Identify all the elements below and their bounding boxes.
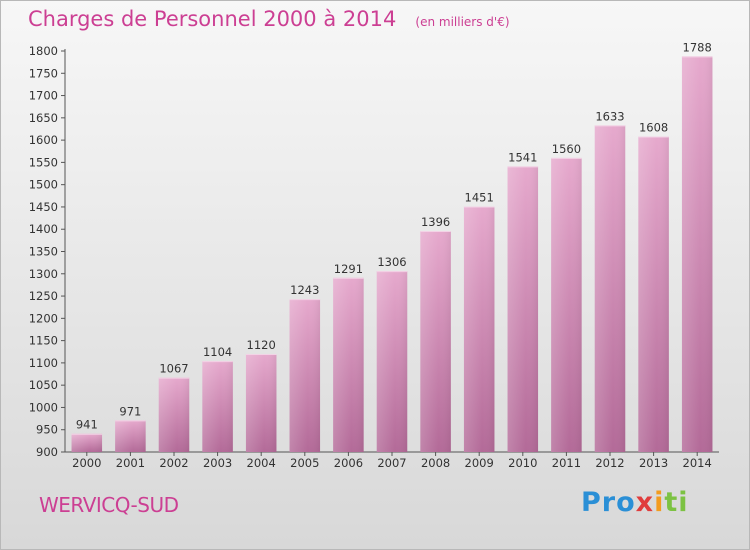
y-tick-label: 1100 <box>29 356 58 370</box>
x-tick-label: 2008 <box>421 456 450 470</box>
data-label: 971 <box>119 404 141 418</box>
x-tick-label: 2011 <box>552 456 581 470</box>
bar-shade <box>115 420 146 452</box>
x-tick-label: 2012 <box>595 456 624 470</box>
commune-name: WERVICQ-SUD <box>39 493 179 517</box>
proxiti-logo: Proxiti <box>581 487 689 518</box>
bar-shade <box>594 125 626 452</box>
data-label: 1608 <box>639 121 668 135</box>
bars <box>71 56 713 452</box>
y-tick-label: 1750 <box>29 66 58 80</box>
bar-shade <box>289 299 321 452</box>
y-tick-label: 1650 <box>29 111 58 125</box>
data-label: 1120 <box>247 338 276 352</box>
logo-part-1: Pro <box>581 487 636 518</box>
y-tick-label: 1800 <box>29 44 58 58</box>
bar-shade <box>71 433 103 452</box>
chart-title-block: Charges de Personnel 2000 à 2014 (en mil… <box>28 7 510 31</box>
data-label: 1560 <box>552 142 581 156</box>
chart-subtitle: (en milliers d'€) <box>415 15 510 29</box>
x-tick-label: 2006 <box>334 456 363 470</box>
y-tick-label: 1350 <box>29 245 58 259</box>
bar-shade <box>463 206 495 452</box>
bar-shade <box>333 277 364 452</box>
y-tick-label: 1550 <box>29 155 58 169</box>
y-tick-label: 1450 <box>29 200 58 214</box>
bar-shade <box>158 377 190 452</box>
bar-shade <box>202 361 233 452</box>
y-tick-label: 1300 <box>29 267 58 281</box>
bar-shade <box>376 271 408 452</box>
x-tick-label: 2013 <box>639 456 668 470</box>
y-tick-label: 1200 <box>29 311 58 325</box>
y-tick-label: 1050 <box>29 378 58 392</box>
data-label: 1306 <box>377 255 406 269</box>
bar-shade <box>420 231 451 452</box>
data-label: 1451 <box>465 190 494 204</box>
x-tick-label: 2003 <box>203 456 232 470</box>
logo-part-2: x <box>635 487 655 518</box>
x-tick-label: 2002 <box>159 456 188 470</box>
bar-shade <box>507 166 539 452</box>
logo-part-3: i <box>654 487 665 518</box>
y-tick-label: 1500 <box>29 178 58 192</box>
bar-shade <box>638 136 669 452</box>
data-label: 1104 <box>203 345 232 359</box>
y-tick-label: 950 <box>36 423 58 437</box>
data-label: 1633 <box>595 109 624 123</box>
y-tick-label: 1250 <box>29 289 58 303</box>
bar-shade <box>551 157 582 452</box>
x-tick-label: 2004 <box>247 456 276 470</box>
x-tick-label: 2001 <box>116 456 145 470</box>
bar-shade <box>245 353 277 452</box>
data-label: 1541 <box>508 150 537 164</box>
y-tick-label: 1400 <box>29 222 58 236</box>
y-tick-label: 1700 <box>29 89 58 103</box>
data-label: 1067 <box>159 362 188 376</box>
value-labels: 941 971 1067 1104 1120 1243 1291 1306 1396 1451 15… <box>76 40 712 431</box>
bar-shade <box>681 56 713 452</box>
x-tick-label: 2000 <box>72 456 101 470</box>
x-tick-label: 2007 <box>377 456 406 470</box>
chart-title: Charges de Personnel 2000 à 2014 <box>28 7 397 31</box>
x-tick-label: 2014 <box>683 456 712 470</box>
data-label: 1243 <box>290 283 319 297</box>
data-label: 1291 <box>334 262 363 276</box>
data-label: 1396 <box>421 215 450 229</box>
y-tick-label: 1600 <box>29 133 58 147</box>
data-label: 941 <box>76 418 98 432</box>
logo-part-4: ti <box>664 487 689 518</box>
y-tick-label: 1150 <box>29 334 58 348</box>
x-tick-label: 2005 <box>290 456 319 470</box>
y-tick-label: 900 <box>36 445 58 459</box>
data-label: 1788 <box>683 40 712 54</box>
x-tick-label: 2009 <box>465 456 494 470</box>
y-tick-label: 1000 <box>29 400 58 414</box>
axes: 900 950 1000 1050 1100 1150 1200 1250 1300 1350 14… <box>29 44 719 470</box>
x-tick-label: 2010 <box>508 456 537 470</box>
